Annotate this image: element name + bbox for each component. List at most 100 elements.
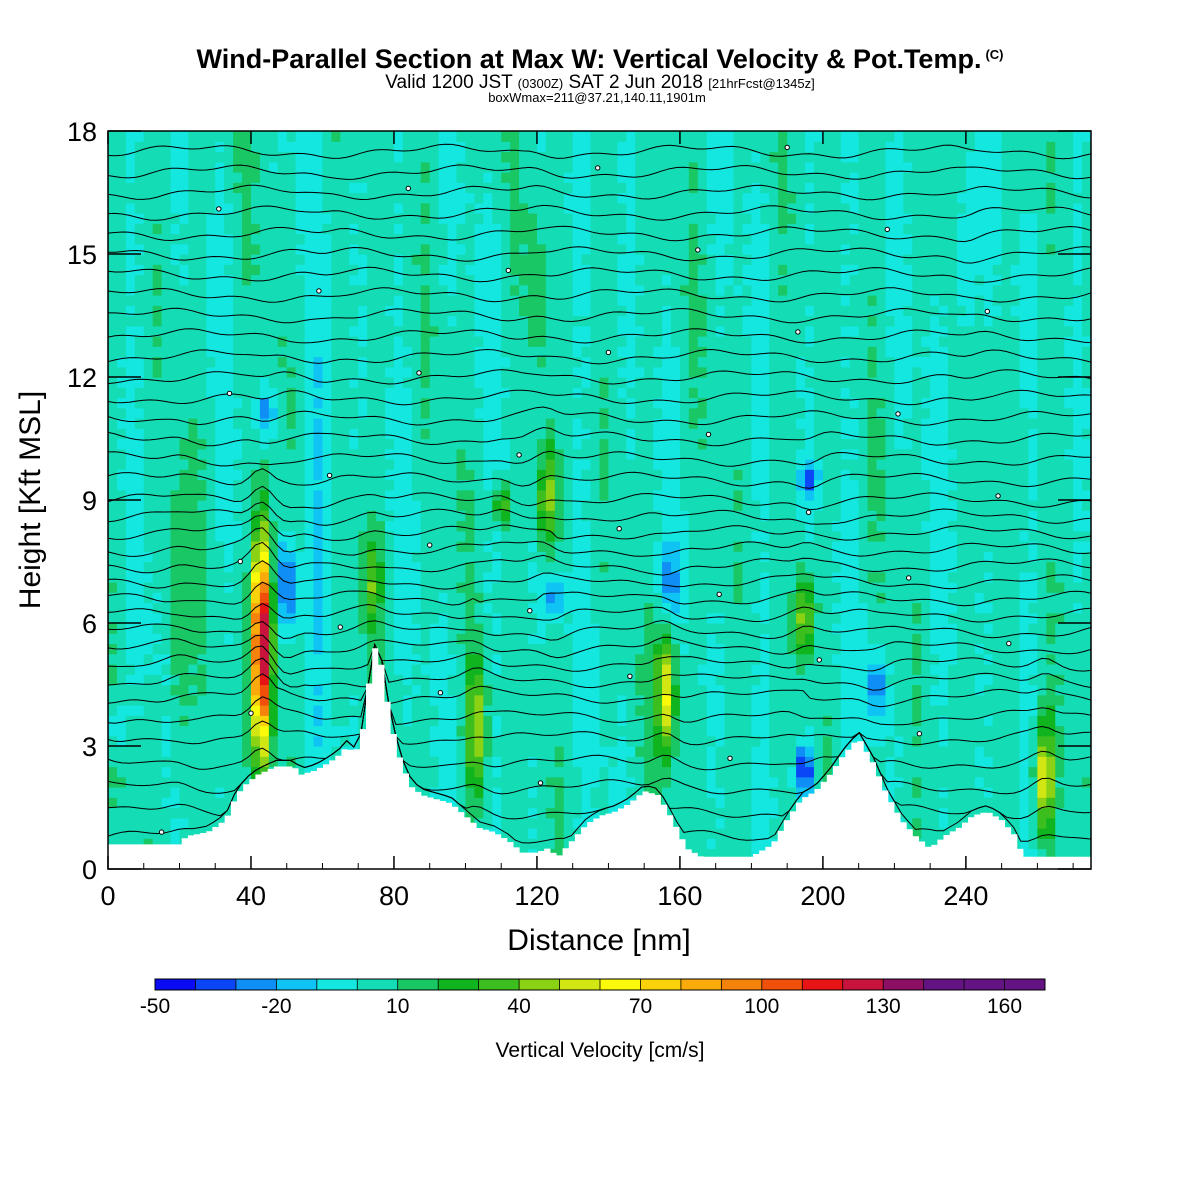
field-cell bbox=[188, 161, 198, 173]
field-cell bbox=[134, 233, 145, 245]
field-cell bbox=[536, 612, 547, 624]
field-cell bbox=[501, 141, 511, 153]
field-cell bbox=[519, 797, 529, 809]
field-cell bbox=[465, 735, 475, 747]
field-cell bbox=[581, 817, 592, 829]
field-cell bbox=[644, 264, 654, 276]
field-cell bbox=[367, 346, 377, 358]
field-cell bbox=[617, 623, 627, 634]
field-cell bbox=[179, 643, 190, 655]
field-cell bbox=[277, 213, 288, 224]
field-cell bbox=[277, 407, 288, 419]
field-cell bbox=[688, 202, 699, 214]
field-cell bbox=[644, 397, 654, 409]
field-cell bbox=[662, 254, 672, 265]
field-cell bbox=[206, 274, 216, 286]
field-cell bbox=[152, 530, 163, 542]
field-cell bbox=[608, 479, 618, 491]
field-cell bbox=[188, 561, 198, 573]
field-cell bbox=[152, 223, 163, 235]
field-cell bbox=[501, 223, 511, 235]
field-cell bbox=[108, 243, 118, 255]
field-cell bbox=[670, 274, 681, 286]
field-cell bbox=[608, 735, 618, 747]
field-cell bbox=[644, 366, 654, 378]
field-cell bbox=[519, 387, 529, 399]
field-cell bbox=[715, 448, 726, 460]
field-cell bbox=[715, 336, 726, 347]
field-cell bbox=[706, 161, 717, 173]
field-cell bbox=[679, 274, 690, 286]
field-cell bbox=[268, 623, 279, 634]
field-cell bbox=[376, 161, 386, 173]
field-cell bbox=[528, 377, 538, 388]
field-cell bbox=[411, 479, 422, 491]
field-cell bbox=[376, 151, 386, 163]
field-cell bbox=[161, 325, 172, 337]
field-cell bbox=[706, 315, 717, 327]
field-cell bbox=[536, 202, 547, 214]
field-cell bbox=[349, 705, 359, 716]
field-cell bbox=[340, 633, 350, 645]
field-cell bbox=[679, 541, 690, 552]
field-cell bbox=[331, 192, 341, 204]
field-cell bbox=[304, 551, 315, 563]
field-cell bbox=[152, 479, 163, 491]
field-cell bbox=[492, 828, 502, 839]
field-cell bbox=[474, 633, 484, 645]
field-cell bbox=[536, 561, 547, 573]
field-cell bbox=[438, 387, 449, 399]
field-cell bbox=[224, 694, 234, 706]
field-cell bbox=[367, 510, 377, 522]
field-cell bbox=[322, 346, 333, 358]
field-cell bbox=[644, 243, 654, 255]
field-cell bbox=[554, 202, 565, 214]
field-cell bbox=[367, 243, 377, 255]
field-cell bbox=[385, 346, 395, 358]
field-cell bbox=[250, 592, 261, 604]
field-cell bbox=[152, 520, 163, 532]
field-cell bbox=[492, 551, 502, 563]
field-cell bbox=[563, 346, 574, 358]
field-cell bbox=[438, 561, 449, 573]
field-cell bbox=[644, 684, 654, 696]
field-cell bbox=[688, 213, 699, 224]
field-cell bbox=[313, 295, 324, 306]
field-cell bbox=[215, 653, 225, 665]
field-cell bbox=[519, 295, 529, 306]
field-cell bbox=[554, 172, 565, 183]
field-cell bbox=[152, 254, 163, 265]
field-cell bbox=[474, 377, 484, 388]
field-cell bbox=[331, 643, 341, 655]
field-cell bbox=[447, 602, 458, 614]
field-cell bbox=[143, 325, 154, 337]
field-cell bbox=[385, 664, 395, 675]
field-cell bbox=[679, 264, 690, 276]
field-cell bbox=[688, 489, 699, 501]
field-cell bbox=[420, 766, 431, 778]
field-cell bbox=[385, 602, 395, 614]
field-cell bbox=[536, 541, 547, 552]
field-cell bbox=[536, 500, 547, 511]
field-cell bbox=[125, 817, 136, 829]
field-cell bbox=[438, 325, 449, 337]
field-cell bbox=[635, 694, 645, 706]
field-cell bbox=[662, 459, 672, 470]
field-cell bbox=[438, 705, 449, 716]
field-cell bbox=[358, 602, 368, 614]
field-cell bbox=[670, 705, 681, 716]
field-cell bbox=[554, 295, 565, 306]
field-cell bbox=[116, 746, 127, 757]
field-cell bbox=[635, 541, 645, 552]
field-cell bbox=[161, 223, 172, 235]
field-cell bbox=[233, 295, 243, 306]
field-cell bbox=[393, 633, 404, 645]
field-cell bbox=[635, 469, 645, 481]
field-cell bbox=[626, 643, 636, 655]
field-cell bbox=[304, 141, 315, 153]
field-cell bbox=[474, 602, 484, 614]
field-cell bbox=[501, 479, 511, 491]
field-cell bbox=[536, 305, 547, 317]
field-cell bbox=[170, 172, 181, 183]
field-cell bbox=[536, 510, 547, 522]
